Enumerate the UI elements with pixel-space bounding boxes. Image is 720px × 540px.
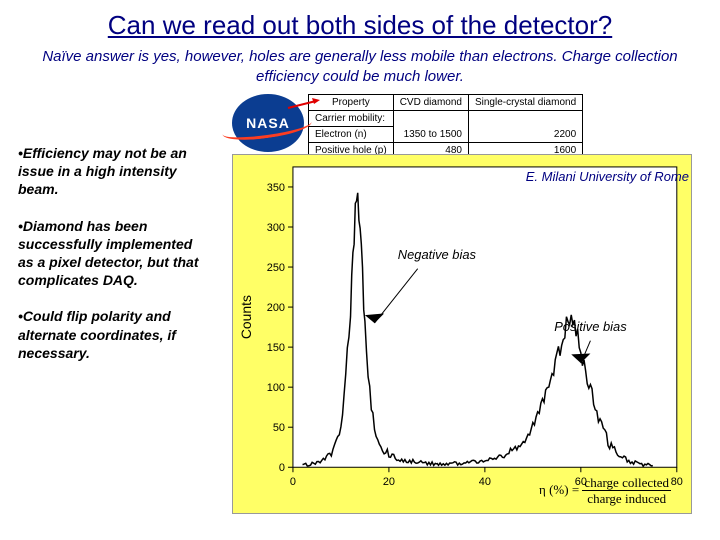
figure-column: NASA Property CVD diamond Single-crystal…: [218, 94, 702, 380]
bullet-item: •Efficiency may not be an issue in a hig…: [18, 144, 208, 199]
svg-text:40: 40: [479, 476, 491, 488]
arrow-icon: [286, 98, 320, 110]
svg-text:80: 80: [671, 476, 683, 488]
svg-text:250: 250: [267, 262, 285, 274]
table-cell: Electron (n): [309, 127, 394, 143]
table-cell: 1350 to 1500: [393, 111, 468, 143]
svg-text:200: 200: [267, 302, 285, 314]
table-header: CVD diamond: [393, 95, 468, 111]
table-header: Property: [309, 95, 394, 111]
table-cell: Carrier mobility:: [309, 111, 394, 127]
bullet-item: •Could flip polarity and alternate coord…: [18, 307, 208, 362]
chart-container: E. Milani University of Rome 0 50 100 150 20…: [232, 154, 692, 514]
svg-text:0: 0: [290, 476, 296, 488]
counts-vs-eta-chart: 050100150200250300350020406080CountsNega…: [233, 155, 691, 513]
bullet-item: •Diamond has been successfully implement…: [18, 217, 208, 290]
svg-text:20: 20: [383, 476, 395, 488]
svg-text:0: 0: [279, 462, 285, 474]
table-cell: 2200: [468, 111, 582, 143]
formula-denominator: charge induced: [587, 491, 666, 506]
table-row: Carrier mobility: 1350 to 1500 2200: [309, 111, 583, 127]
page-title: Can we read out both sides of the detect…: [0, 0, 720, 47]
bullet-column: •Efficiency may not be an issue in a hig…: [18, 94, 208, 380]
attribution-text: E. Milani University of Rome: [526, 169, 689, 185]
svg-text:Positive bias: Positive bias: [554, 319, 627, 334]
table-header: Single-crystal diamond: [468, 95, 582, 111]
eta-formula: η (%) = charge collected charge induced: [539, 475, 671, 507]
svg-text:Counts: Counts: [238, 295, 254, 339]
svg-text:300: 300: [267, 222, 285, 234]
svg-text:50: 50: [273, 422, 285, 434]
table-header-row: Property CVD diamond Single-crystal diam…: [309, 95, 583, 111]
content-row: •Efficiency may not be an issue in a hig…: [0, 94, 720, 380]
svg-text:Negative bias: Negative bias: [398, 247, 477, 262]
svg-text:150: 150: [267, 342, 285, 354]
svg-text:100: 100: [267, 382, 285, 394]
page-subtitle: Naïve answer is yes, however, holes are …: [0, 47, 720, 94]
formula-lhs: η (%) =: [539, 482, 579, 497]
svg-text:350: 350: [267, 182, 285, 194]
formula-numerator: charge collected: [582, 475, 671, 491]
property-table: Property CVD diamond Single-crystal diam…: [308, 94, 583, 159]
